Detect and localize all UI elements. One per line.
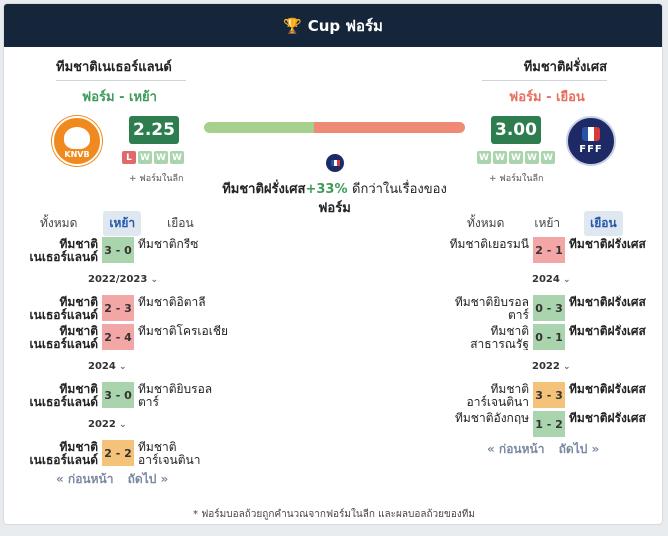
france-mini-badge-icon bbox=[326, 154, 344, 172]
away-tab-all[interactable]: ทั้งหมด bbox=[467, 216, 505, 230]
comparison-summary: ทีมชาติฝรั่งเศส+33% ดีกว่าในเรื่องของ ฟอ… bbox=[204, 180, 465, 218]
away-share-bar bbox=[313, 122, 465, 133]
rooster-icon bbox=[582, 127, 600, 141]
match-away-team: ทีมชาติฝรั่งเศส bbox=[569, 324, 646, 338]
match-score: 2 - 1 bbox=[533, 237, 565, 263]
match-away-team: ทีมชาติฝรั่งเศส bbox=[569, 382, 646, 396]
home-share-bar bbox=[204, 122, 314, 133]
match-away-team: ทีมชาติกรีซ bbox=[138, 237, 199, 251]
match-away-team: ทีมชาติฝรั่งเศส bbox=[569, 237, 646, 251]
match-away-team: ทีมชาติอิตาลี bbox=[138, 295, 206, 309]
match-home-team: ทีมชาติอาร์เจนตินา bbox=[466, 382, 529, 409]
form-pill: W bbox=[525, 151, 539, 164]
match-home-team: ทีมชาติเยอรมนี bbox=[449, 237, 529, 251]
away-form-label: ฟอร์ม - เยือน bbox=[509, 90, 585, 105]
knvb-logo-text: KNVB bbox=[64, 150, 90, 159]
form-pill: W bbox=[509, 151, 523, 164]
match-score: 0 - 3 bbox=[533, 295, 565, 321]
trophy-icon: 🏆 bbox=[283, 16, 302, 35]
match-row[interactable]: ทีมชาติเนเธอร์แลนด์ 2 - 3 ทีมชาติอิตาลี bbox=[6, 294, 230, 322]
france-logo: FFF bbox=[566, 116, 616, 166]
form-comparison-bar bbox=[204, 122, 465, 133]
match-score: 1 - 2 bbox=[533, 411, 565, 437]
match-row[interactable]: ทีมชาติเนเธอร์แลนด์ 2 - 2 ทีมชาติอาร์เจนติ… bbox=[6, 439, 230, 467]
cup-form-card: 🏆 Cup ฟอร์ม ทีมชาติเนเธอร์แลนด์ ทีมชาติฝ… bbox=[3, 3, 663, 525]
summary-team: ทีมชาติฝรั่งเศส bbox=[222, 182, 306, 197]
match-row[interactable]: ทีมชาติเยอรมนี 2 - 1 ทีมชาติฝรั่งเศส bbox=[437, 236, 661, 264]
home-team-name: ทีมชาติเนเธอร์แลนด์ bbox=[56, 56, 186, 81]
match-score: 2 - 2 bbox=[102, 440, 134, 466]
match-score: 3 - 0 bbox=[102, 237, 134, 263]
match-home-team: ทีมชาติเนเธอร์แลนด์ bbox=[29, 440, 98, 467]
summary-pct: +33% bbox=[305, 182, 348, 197]
home-next-button[interactable]: ถัดไป » bbox=[127, 472, 169, 486]
away-tab-home[interactable]: เหย้า bbox=[534, 216, 561, 230]
home-pager: « ก่อนหน้า ถัดไป » bbox=[56, 470, 178, 489]
form-pill: W bbox=[170, 151, 184, 164]
match-row[interactable]: ทีมชาติอังกฤษ 1 - 2 ทีมชาติฝรั่งเศส bbox=[437, 410, 661, 438]
header-title: Cup ฟอร์ม bbox=[307, 16, 383, 35]
form-pill: W bbox=[138, 151, 152, 164]
away-next-button[interactable]: ถัดไป » bbox=[558, 442, 600, 456]
home-tab-home[interactable]: เหย้า bbox=[103, 211, 142, 236]
summary-end: ฟอร์ม bbox=[318, 201, 351, 216]
home-prev-button[interactable]: « ก่อนหน้า bbox=[56, 472, 114, 486]
form-pill: W bbox=[541, 151, 555, 164]
form-pill: W bbox=[477, 151, 491, 164]
away-tab-away[interactable]: เยือน bbox=[584, 211, 623, 236]
match-home-team: ทีมชาติเนเธอร์แลนด์ bbox=[29, 295, 98, 322]
match-row[interactable]: ทีมชาติอาร์เจนตินา 3 - 3 ทีมชาติฝรั่งเศส bbox=[437, 381, 661, 409]
home-league-form-link[interactable]: + ฟอร์มในลีก bbox=[129, 174, 184, 184]
form-pill: W bbox=[493, 151, 507, 164]
season-toggle[interactable]: 2022 bbox=[88, 419, 127, 430]
home-form-score: 2.25 bbox=[129, 116, 179, 144]
home-tab-all[interactable]: ทั้งหมด bbox=[40, 216, 78, 230]
home-form-label: ฟอร์ม - เหย้า bbox=[82, 90, 157, 105]
season-toggle[interactable]: 2024 bbox=[532, 274, 571, 285]
footnote: * ฟอร์มบอลถ้วยถูกคำนวณจากฟอร์มในลีก และผ… bbox=[193, 509, 475, 520]
home-filter-tabs: ทั้งหมด เหย้า เยือน bbox=[34, 211, 200, 236]
match-row[interactable]: ทีมชาติเนเธอร์แลนด์ 3 - 0 ทีมชาติยิบรอลตาร… bbox=[6, 381, 230, 409]
match-score: 2 - 4 bbox=[102, 324, 134, 350]
lion-icon bbox=[64, 127, 90, 149]
away-prev-button[interactable]: « ก่อนหน้า bbox=[487, 442, 545, 456]
form-pill: L bbox=[122, 151, 136, 164]
home-tab-away[interactable]: เยือน bbox=[167, 216, 194, 230]
card-header: 🏆 Cup ฟอร์ม bbox=[4, 4, 662, 47]
match-away-team: ทีมชาติยิบรอลตาร์ bbox=[138, 382, 213, 409]
away-league-form-link[interactable]: + ฟอร์มในลีก bbox=[489, 174, 544, 184]
match-row[interactable]: ทีมชาติเนเธอร์แลนด์ 2 - 4 ทีมชาติโครเอเชีย bbox=[6, 323, 230, 351]
summary-rest: ดีกว่าในเรื่องของ bbox=[352, 182, 447, 197]
match-away-team: ทีมชาติฝรั่งเศส bbox=[569, 295, 646, 309]
match-score: 0 - 1 bbox=[533, 324, 565, 350]
match-home-team: ทีมชาติเนเธอร์แลนด์ bbox=[29, 382, 98, 409]
match-home-team: ทีมชาติเนเธอร์แลนด์ bbox=[29, 237, 98, 264]
match-row[interactable]: ทีมชาติเนเธอร์แลนด์ 3 - 0 ทีมชาติกรีซ bbox=[6, 236, 230, 264]
match-home-team: ทีมชาติยิบรอลตาร์ bbox=[454, 295, 529, 322]
match-score: 3 - 0 bbox=[102, 382, 134, 408]
away-form-score: 3.00 bbox=[491, 116, 541, 144]
match-home-team: ทีมชาติเนเธอร์แลนด์ bbox=[29, 324, 98, 351]
match-row[interactable]: ทีมชาติยิบรอลตาร์ 0 - 3 ทีมชาติฝรั่งเศส bbox=[437, 294, 661, 322]
match-score: 3 - 3 bbox=[533, 382, 565, 408]
match-score: 2 - 3 bbox=[102, 295, 134, 321]
season-toggle[interactable]: 2022/2023 bbox=[88, 274, 158, 285]
match-away-team: ทีมชาติฝรั่งเศส bbox=[569, 411, 646, 425]
match-home-team: ทีมชาติสาธารณรัฐ bbox=[470, 324, 529, 351]
form-pill: W bbox=[154, 151, 168, 164]
season-toggle[interactable]: 2024 bbox=[88, 361, 127, 372]
match-row[interactable]: ทีมชาติสาธารณรัฐ 0 - 1 ทีมชาติฝรั่งเศส bbox=[437, 323, 661, 351]
match-away-team: ทีมชาติอาร์เจนตินา bbox=[138, 440, 201, 467]
match-home-team: ทีมชาติอังกฤษ bbox=[454, 411, 529, 425]
away-pager: « ก่อนหน้า ถัดไป » bbox=[487, 440, 609, 459]
away-filter-tabs: ทั้งหมด เหย้า เยือน bbox=[461, 211, 623, 236]
fff-logo-text: FFF bbox=[579, 144, 603, 155]
netherlands-logo: KNVB bbox=[52, 116, 102, 166]
season-toggle[interactable]: 2022 bbox=[532, 361, 571, 372]
match-away-team: ทีมชาติโครเอเชีย bbox=[138, 324, 228, 338]
away-team-name: ทีมชาติฝรั่งเศส bbox=[482, 56, 607, 81]
